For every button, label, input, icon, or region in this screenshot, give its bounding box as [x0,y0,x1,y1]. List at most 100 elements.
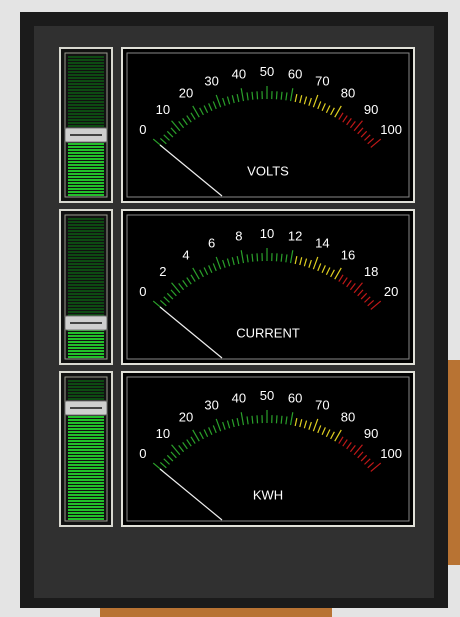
slider-segment [68,269,104,271]
scale-label: 18 [364,264,378,279]
scale-tick [321,265,326,273]
scale-label: 90 [364,102,378,117]
slider-segment [68,245,104,247]
slider-segment [68,257,104,259]
slider-segment [68,56,104,58]
scale-tick [370,300,382,310]
scale-tick [163,134,170,141]
slider-segment [68,440,104,442]
slider-segment [68,92,104,94]
scale-tick [357,451,364,459]
scale-tick [357,127,364,135]
slider-segment [68,419,104,421]
scale-tick [166,130,174,138]
scale-tick [312,94,319,108]
meter-frame [121,209,415,365]
scale-tick [212,263,217,272]
slider-segment [68,311,104,313]
slider-segment [68,116,104,118]
scale-tick [199,431,204,440]
scale-label: 4 [182,248,189,263]
slider-segment [68,254,104,256]
slider-segment [68,62,104,64]
scale-label: 50 [260,64,274,79]
scale-tick [171,282,181,294]
scale-tick [215,256,222,270]
scale-label: 80 [341,410,355,425]
scale-label: 0 [139,122,146,137]
slider-segment [68,293,104,295]
slider-segment [68,113,104,115]
meter-label: KWH [253,487,283,502]
scale-tick [334,429,342,442]
slider-segment [68,155,104,157]
scale-tick [364,134,371,141]
scale-label: 100 [380,122,402,137]
meter-label: CURRENT [236,325,300,340]
scale-tick [299,419,303,428]
slider-segment [68,389,104,391]
slider-segment [68,248,104,250]
scale-label: 12 [288,228,302,243]
scale-tick [294,418,298,427]
scale-label: 70 [315,74,329,89]
slider-inner [64,52,108,198]
gauge-row: 02 4 6 8 10 12 14 16 18 20 CURRENT [59,209,415,365]
slider-segment [68,176,104,178]
scale-tick [285,416,288,425]
slider-segment [68,512,104,514]
scale-tick [166,292,174,300]
slider[interactable] [59,371,113,527]
slider[interactable] [59,209,113,365]
scale-tick [349,445,356,453]
slider[interactable] [59,47,113,203]
scale-label: 20 [179,86,193,101]
scale-label: 60 [288,66,302,81]
slider-segment [68,434,104,436]
scale-tick [246,416,249,425]
scale-tick [182,118,188,126]
scale-tick [280,91,283,100]
slider-segment [68,284,104,286]
meter-label: VOLTS [247,163,289,178]
slider-segment [68,416,104,418]
scale-tick [186,115,192,123]
slider-segment [68,437,104,439]
slider-segment [68,494,104,496]
scale-tick [364,296,371,303]
scale-tick [246,92,249,101]
slider-segment [68,125,104,127]
scale-tick [215,94,222,108]
meter-inner [126,376,410,522]
slider-segment [68,497,104,499]
scale-tick [170,289,177,297]
slider-segment [68,338,104,340]
slider-segment [68,335,104,337]
slider-segment [68,500,104,502]
slider-segment [68,296,104,298]
slider-segment [68,173,104,175]
scale-tick [308,259,312,268]
slider-segment [68,236,104,238]
scale-tick [190,436,196,444]
scale-tick [226,96,231,105]
scale-tick [240,88,245,102]
scale-tick [367,462,375,469]
scale-tick [240,250,245,264]
slider-segment [68,308,104,310]
scale-tick [166,454,174,462]
scale-label: 10 [156,102,170,117]
scale-tick [308,421,312,430]
scale-tick [203,267,209,275]
slider-segment [68,233,104,235]
scale-label: 8 [235,228,242,243]
scale-tick [226,258,231,267]
slider-segment [68,392,104,394]
scale-tick [317,425,322,434]
scale-tick [303,96,308,105]
slider-segment [68,398,104,400]
slider-segment [68,182,104,184]
meter-inner [126,214,410,360]
